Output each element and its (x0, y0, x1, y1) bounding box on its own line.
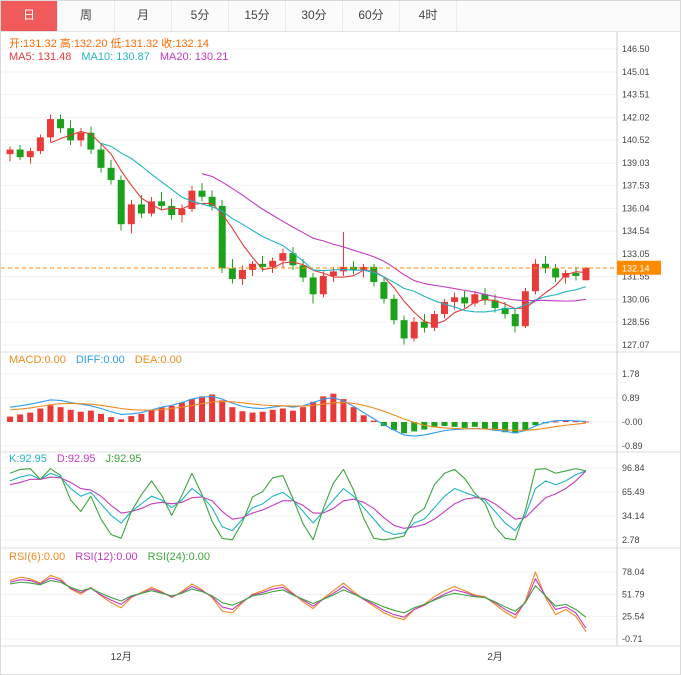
ma-label-0: MA5: 131.48 (9, 51, 72, 63)
svg-text:127.07: 127.07 (622, 340, 650, 350)
svg-text:12月: 12月 (111, 651, 132, 663)
rsi-info: RSI(6):0.00 RSI(12):0.00 RSI(24):0.00 (9, 551, 220, 563)
rsi-label-2: RSI(24):0.00 (147, 551, 210, 563)
axis-tick-labels: 146.50 145.01 143.51 142.02 140.52 139.03 137.… (622, 44, 650, 644)
chart-area[interactable]: 146.50 145.01 143.51 142.02 140.52 139.03 137.… (1, 32, 680, 674)
macd-label-2: DEA:0.00 (134, 354, 182, 366)
svg-text:65.49: 65.49 (622, 487, 645, 497)
x-axis-labels: 12月 2月 (111, 651, 503, 663)
ma-label-1: MA10: 130.87 (81, 51, 150, 63)
svg-text:137.53: 137.53 (622, 181, 650, 191)
ohlc-info: 开:131.32 高:132.20 低:131.32 收:132.14 (9, 35, 219, 51)
period-tab-7[interactable]: 4时 (400, 1, 457, 31)
ma-label-2: MA20: 130.21 (159, 51, 229, 63)
svg-text:140.52: 140.52 (622, 135, 650, 145)
svg-text:134.54: 134.54 (622, 226, 650, 236)
svg-text:25.54: 25.54 (622, 612, 645, 622)
period-tab-5[interactable]: 30分 (286, 1, 343, 31)
kdj-label-2: J:92.95 (105, 453, 142, 465)
axis (1, 32, 680, 647)
macd-label-1: DIFF:0.00 (75, 354, 125, 366)
rsi-panel-series (9, 571, 587, 632)
candlestick-series (6, 114, 590, 345)
svg-text:-0.71: -0.71 (622, 634, 643, 644)
period-tab-1[interactable]: 周 (58, 1, 115, 31)
rsi-label-1: RSI(12):0.00 (75, 551, 138, 563)
svg-text:96.84: 96.84 (622, 463, 645, 473)
svg-text:139.03: 139.03 (622, 158, 650, 168)
period-tab-3[interactable]: 5分 (172, 1, 229, 31)
svg-text:2.78: 2.78 (622, 535, 640, 545)
period-tabbar: 日周月 5分 15分 30分 60分 4时 (1, 1, 680, 32)
svg-text:0.89: 0.89 (622, 393, 640, 403)
current-price-marker: 132.14 (1, 260, 661, 275)
svg-text:142.02: 142.02 (622, 112, 650, 122)
kdj-info: K:92.95 D:92.95 J:92.95 (9, 453, 152, 465)
svg-text:136.04: 136.04 (622, 203, 650, 213)
svg-text:133.05: 133.05 (622, 249, 650, 259)
period-tab-0[interactable]: 日 (1, 1, 58, 31)
ma-info: MA5: 131.48 MA10: 130.87 MA20: 130.21 (9, 51, 238, 63)
svg-text:146.50: 146.50 (622, 44, 650, 54)
period-tab-2[interactable]: 月 (115, 1, 172, 31)
svg-text:-0.00: -0.00 (622, 417, 643, 427)
svg-text:145.01: 145.01 (622, 67, 650, 77)
kdj-label-0: K:92.95 (9, 453, 47, 465)
period-tab-6[interactable]: 60分 (343, 1, 400, 31)
svg-text:34.14: 34.14 (622, 511, 645, 521)
svg-text:130.06: 130.06 (622, 294, 650, 304)
kdj-label-1: D:92.95 (56, 453, 96, 465)
ma-lines (50, 131, 587, 325)
svg-text:-0.89: -0.89 (622, 441, 643, 451)
svg-text:131.55: 131.55 (622, 272, 650, 282)
kdj-panel-series (9, 468, 587, 541)
rsi-label-0: RSI(6):0.00 (9, 551, 66, 563)
macd-label-0: MACD:0.00 (9, 354, 66, 366)
macd-info: MACD:0.00 DIFF:0.00 DEA:0.00 (9, 354, 192, 366)
svg-text:51.79: 51.79 (622, 589, 645, 599)
svg-text:2月: 2月 (487, 651, 503, 663)
svg-text:1.78: 1.78 (622, 369, 640, 379)
ohlc-label: 开:131.32 高:132.20 低:131.32 收:132.14 (9, 38, 209, 50)
svg-text:132.14: 132.14 (622, 263, 650, 273)
svg-text:78.04: 78.04 (622, 567, 645, 577)
macd-panel-series (7, 393, 589, 437)
period-tab-4[interactable]: 15分 (229, 1, 286, 31)
chart-canvas: 146.50 145.01 143.51 142.02 140.52 139.03 137.… (1, 32, 680, 663)
svg-text:128.56: 128.56 (622, 317, 650, 327)
svg-text:143.51: 143.51 (622, 90, 650, 100)
